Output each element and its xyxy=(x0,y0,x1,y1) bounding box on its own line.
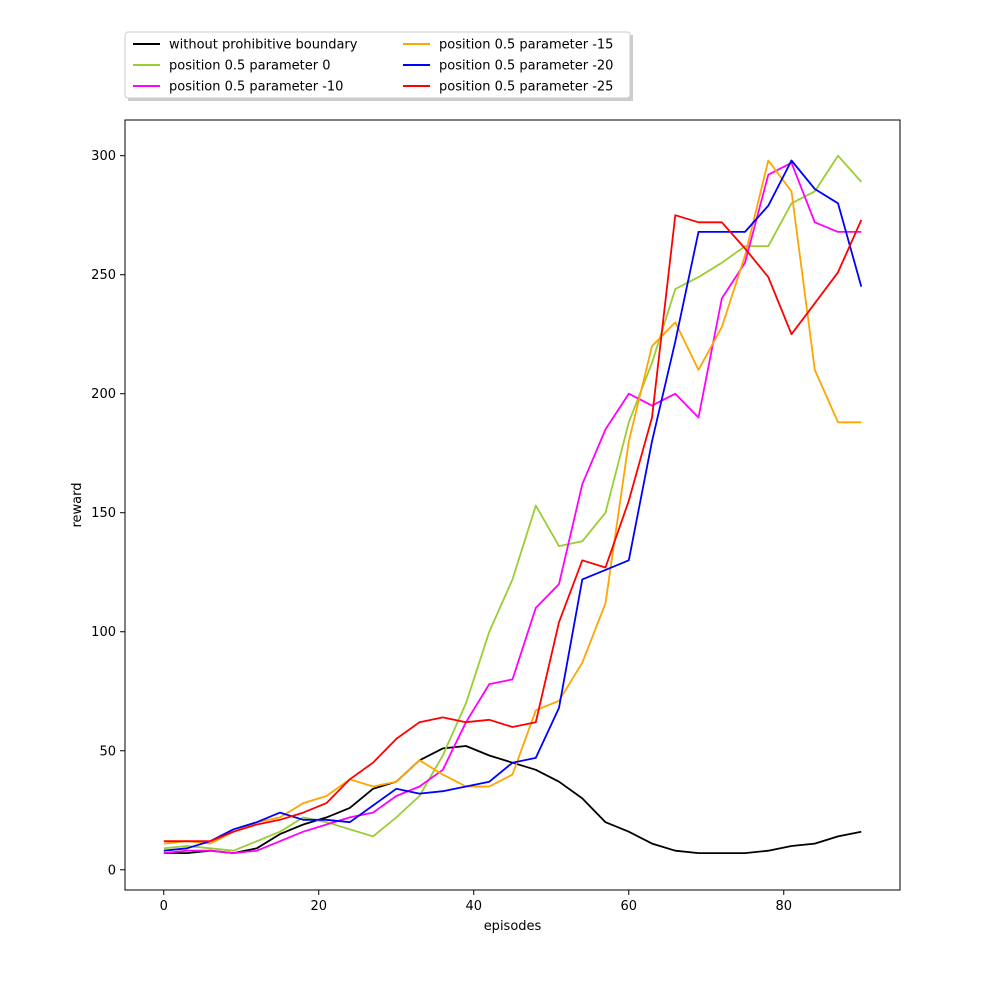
series-line-2 xyxy=(163,161,862,854)
legend-box xyxy=(124,31,631,99)
plot-area xyxy=(124,119,901,891)
y-tick-label: 100 xyxy=(91,625,116,640)
y-tick-label: 250 xyxy=(91,268,116,283)
x-tick-label: 80 xyxy=(775,899,792,914)
legend-entry-label: position 0.5 parameter -10 xyxy=(169,80,343,95)
y-axis-label: reward xyxy=(70,482,85,527)
series-line-5 xyxy=(163,214,863,843)
y-tick-label: 50 xyxy=(99,744,116,759)
x-tick-label: 60 xyxy=(620,899,637,914)
x-tick-label: 0 xyxy=(160,899,168,914)
series-line-4 xyxy=(163,159,863,852)
legend-entry-label: without prohibitive boundary xyxy=(169,38,358,53)
series-line-3 xyxy=(163,159,862,845)
series-lines xyxy=(163,154,863,854)
x-axis-label: episodes xyxy=(484,919,542,934)
legend: without prohibitive boundary position 0.5… xyxy=(124,31,633,101)
x-tick-label: 40 xyxy=(465,899,482,914)
y-tick-label: 300 xyxy=(91,149,116,164)
y-tick-label: 150 xyxy=(91,506,116,521)
y-tick-label: 0 xyxy=(108,863,116,878)
legend-entry-label: position 0.5 parameter -25 xyxy=(439,80,613,95)
x-axis-ticks: 0 20 40 60 80 xyxy=(160,890,792,914)
x-tick-label: 20 xyxy=(310,899,327,914)
legend-entry-label: position 0.5 parameter 0 xyxy=(169,59,330,74)
y-axis-ticks: 0 50 100 150 200 250 300 xyxy=(91,149,125,878)
legend-entry-label: position 0.5 parameter -15 xyxy=(439,38,613,53)
y-tick-label: 200 xyxy=(91,387,116,402)
legend-entry-label: position 0.5 parameter -20 xyxy=(439,59,613,74)
series-line-1 xyxy=(163,154,862,852)
